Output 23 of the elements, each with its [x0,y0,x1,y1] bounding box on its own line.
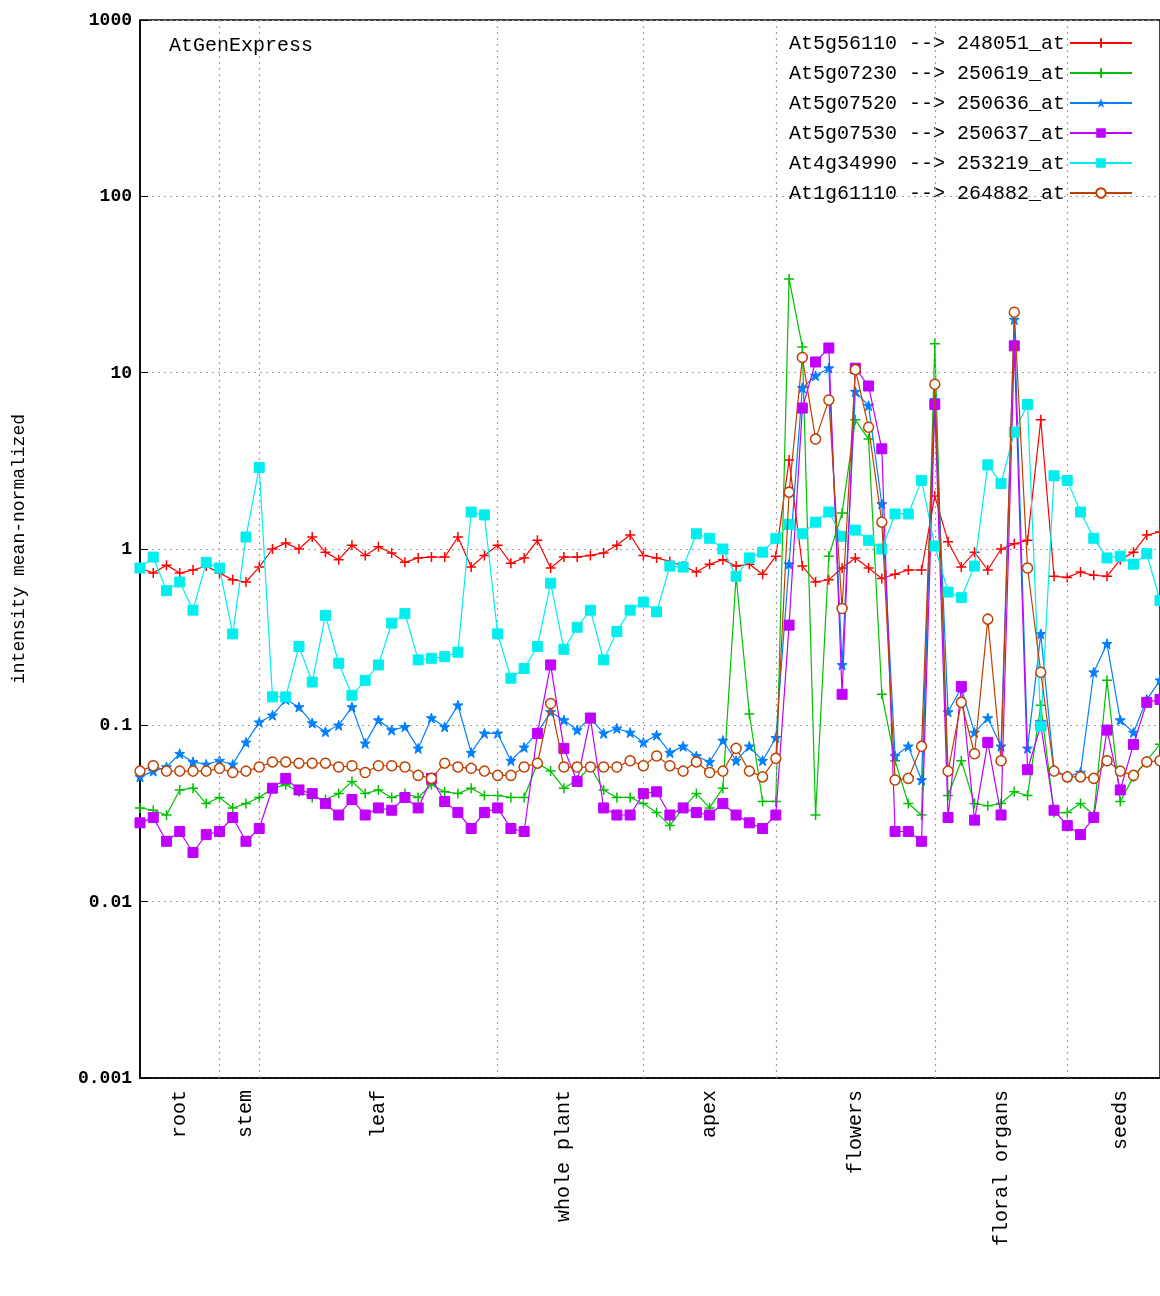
text: AtGenExpress [169,33,314,57]
legend-label: At1g61110 --> 264882_at [788,181,1065,205]
legend-label: At5g07230 --> 250619_at [788,61,1065,85]
x-tick-label: whole plant [552,1090,576,1223]
x-tick-label: seeds [1108,1090,1132,1151]
y-axis-title: intensity mean-normalized [9,413,29,685]
y-tick-label: 0.1 [99,715,133,736]
y-tick-label: 10 [110,362,132,383]
x-tick-label: floral organs [989,1090,1013,1247]
x-tick-label: apex [698,1090,722,1139]
y-tick-label: 1000 [88,10,132,30]
y-tick-label: 100 [99,186,132,207]
x-tick-label: root [168,1090,192,1139]
legend-label: At5g07520 --> 250636_at [788,91,1065,115]
x-tick-label: flowers [843,1090,867,1175]
x-tick-label: stem [234,1090,258,1139]
y-tick-label: 0.01 [88,891,133,912]
y-tick-label: 1 [121,539,133,559]
legend-label: At5g56110 --> 248051_at [788,31,1065,55]
legend-label: At4g34990 --> 253219_at [788,151,1065,175]
x-tick-label: leaf [366,1090,390,1139]
legend-label: At5g07530 --> 250637_at [788,121,1065,145]
y-tick-label: 0.001 [77,1068,133,1088]
